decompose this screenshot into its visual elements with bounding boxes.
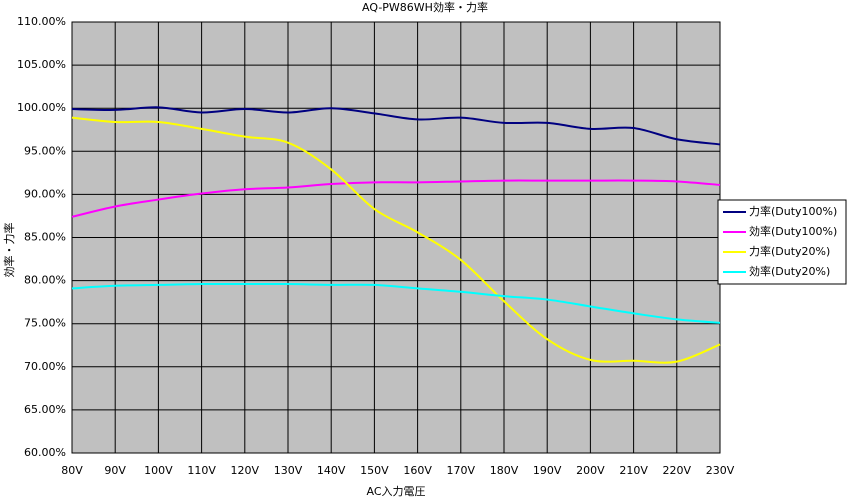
x-tick-label: 190V <box>533 464 562 477</box>
x-tick-label: 170V <box>447 464 476 477</box>
legend-label: 効率(Duty20%) <box>749 264 830 278</box>
y-tick-label: 95.00% <box>24 144 66 157</box>
y-tick-label: 100.00% <box>17 101 66 114</box>
y-tick-label: 60.00% <box>24 446 66 459</box>
x-tick-label: 150V <box>360 464 389 477</box>
x-tick-label: 140V <box>317 464 346 477</box>
x-tick-label: 160V <box>403 464 432 477</box>
legend-label: 力率(Duty20%) <box>749 244 830 258</box>
chart-title: AQ-PW86WH効率・力率 <box>362 0 488 14</box>
x-tick-label: 90V <box>104 464 126 477</box>
y-tick-label: 70.00% <box>24 360 66 373</box>
x-tick-label: 120V <box>231 464 260 477</box>
y-tick-label: 65.00% <box>24 403 66 416</box>
series-line <box>71 179 721 218</box>
x-tick-label: 230V <box>706 464 735 477</box>
y-tick-label: 80.00% <box>24 274 66 287</box>
y-tick-label: 105.00% <box>17 58 66 71</box>
x-tick-label: 130V <box>274 464 303 477</box>
legend-label: 力率(Duty100%) <box>749 204 837 218</box>
y-tick-label: 75.00% <box>24 317 66 330</box>
y-tick-label: 90.00% <box>24 187 66 200</box>
legend-label: 効率(Duty100%) <box>749 224 837 238</box>
x-tick-label: 200V <box>576 464 605 477</box>
series-line <box>71 116 721 364</box>
x-tick-label: 110V <box>187 464 216 477</box>
series-line <box>71 282 721 324</box>
y-tick-label: 85.00% <box>24 231 66 244</box>
x-tick-label: 220V <box>663 464 692 477</box>
y-axis-label: 効率・力率 <box>2 223 16 278</box>
y-tick-label: 110.00% <box>17 15 66 28</box>
x-tick-label: 180V <box>490 464 519 477</box>
x-tick-label: 80V <box>61 464 83 477</box>
series-line <box>71 106 721 146</box>
x-tick-label: 210V <box>619 464 648 477</box>
x-axis-label: AC入力電圧 <box>366 485 425 498</box>
legend-box <box>717 199 847 285</box>
x-tick-label: 100V <box>144 464 173 477</box>
